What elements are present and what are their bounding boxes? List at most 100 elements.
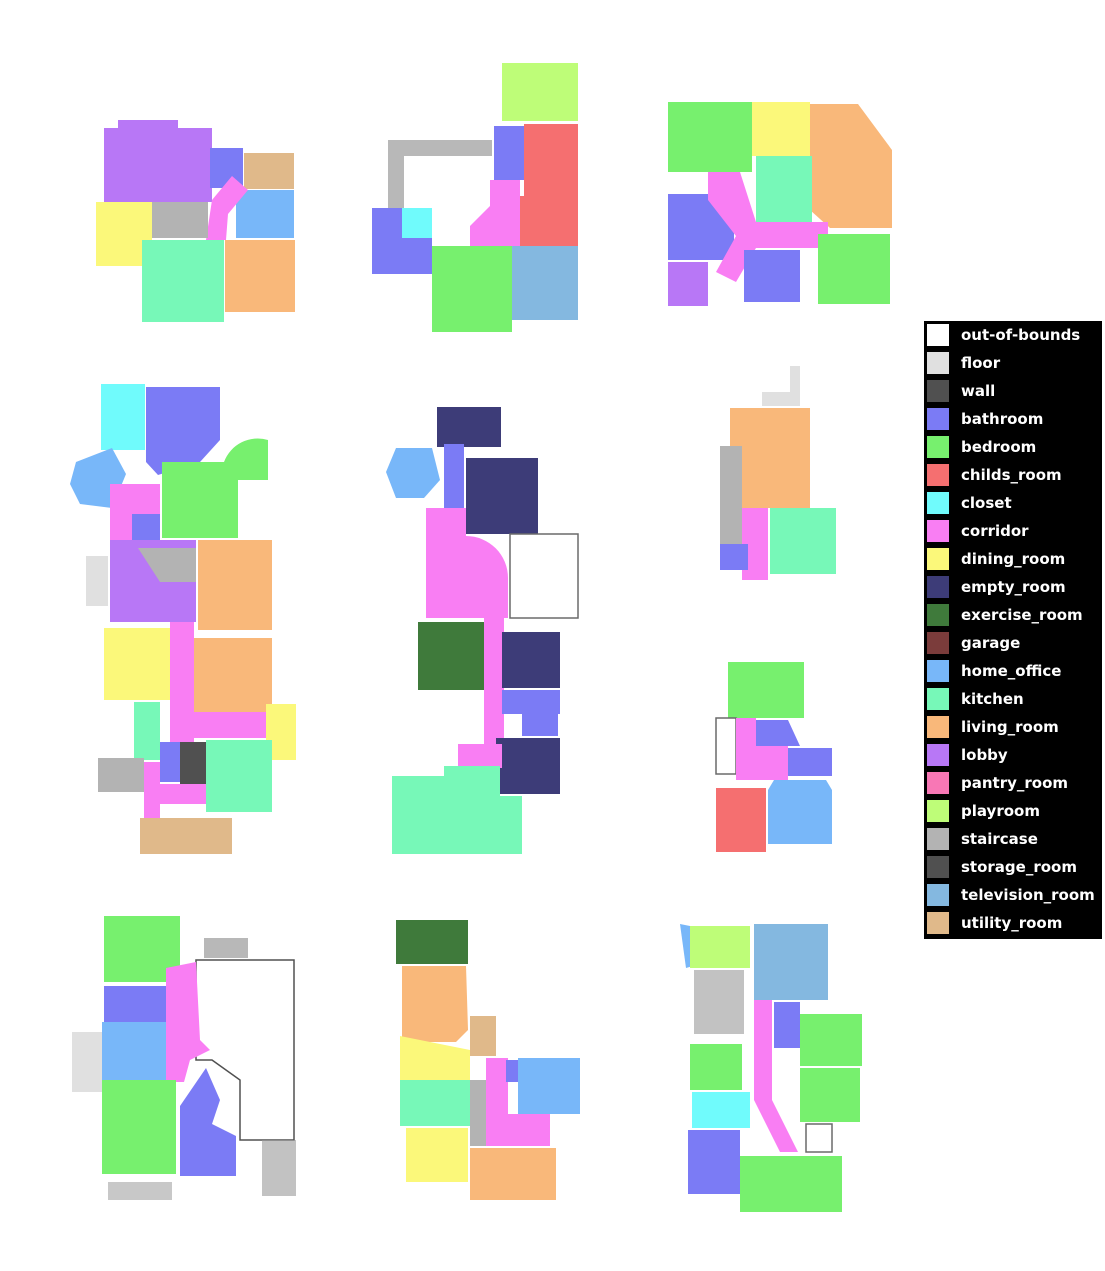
- legend: out-of-bounds floor wall bathroom bedroom chi…: [924, 321, 1102, 939]
- room-kitchen-small: [134, 702, 160, 760]
- room-home-office: [386, 448, 440, 498]
- room-bedroom: [432, 246, 512, 332]
- floor-plan-9: [396, 920, 580, 1200]
- room-dining: [104, 628, 170, 700]
- room-kitchen: [770, 508, 836, 574]
- legend-item: floor: [924, 349, 1102, 377]
- legend-label: television_room: [961, 886, 1095, 904]
- room-lobby: [104, 128, 212, 202]
- legend-swatch: [926, 575, 950, 599]
- legend-swatch: [926, 771, 950, 795]
- room-corridor: [166, 962, 210, 1082]
- floor-plan-8: [72, 916, 296, 1200]
- legend-swatch: [926, 631, 950, 655]
- room-television: [512, 246, 578, 320]
- legend-item: staircase: [924, 825, 1102, 853]
- room-exercise: [396, 920, 468, 964]
- room-living-2: [470, 1148, 556, 1200]
- floor-plan-10: [680, 924, 862, 1212]
- room-outline: [195, 959, 295, 1141]
- room-home-office: [518, 1058, 580, 1114]
- legend-label: floor: [961, 354, 1001, 372]
- legend-label: garage: [961, 634, 1021, 652]
- legend-item: utility_room: [924, 909, 1102, 937]
- legend-swatch: [926, 519, 950, 543]
- legend-item: dining_room: [924, 545, 1102, 573]
- room-childs-room: [716, 788, 766, 852]
- room-utility: [244, 153, 294, 189]
- room-staircase: [152, 202, 208, 238]
- room-closet-2: [402, 208, 432, 238]
- legend-label: bedroom: [961, 438, 1037, 456]
- room-bathroom-1: [444, 444, 464, 512]
- legend-item: garage: [924, 629, 1102, 657]
- legend-label: bathroom: [961, 410, 1044, 428]
- room-kitchen: [400, 1080, 470, 1126]
- room-corridor-2: [486, 1114, 550, 1146]
- room-childs-room-2: [520, 196, 578, 246]
- room-utility: [470, 1016, 496, 1056]
- room-living-1: [198, 540, 272, 630]
- legend-swatch: [926, 855, 950, 879]
- room-bedroom-2: [102, 1080, 176, 1174]
- room-empty-3: [502, 632, 560, 688]
- legend-swatch: [926, 435, 950, 459]
- room-bedroom-1: [668, 102, 752, 172]
- room-bathroom-2: [180, 1068, 236, 1176]
- room-wall-hatch: [694, 970, 744, 1034]
- room-bathroom-2: [688, 1130, 740, 1194]
- legend-item: pantry_room: [924, 769, 1102, 797]
- room-living-2: [194, 638, 272, 716]
- floor-plan-2: [372, 63, 578, 332]
- legend-item: lobby: [924, 741, 1102, 769]
- room-storage: [180, 742, 206, 784]
- room-living: [730, 408, 810, 508]
- legend-item: home_office: [924, 657, 1102, 685]
- room-corridor-bottom: [144, 784, 206, 804]
- legend-item: out-of-bounds: [924, 321, 1102, 349]
- legend-swatch: [926, 827, 950, 851]
- room-bedroom-4: [740, 1156, 842, 1212]
- room-corridor-lower: [458, 744, 502, 768]
- room-utility: [140, 818, 232, 854]
- floor-plan-6: [720, 366, 836, 580]
- room-television: [754, 924, 828, 1000]
- legend-label: childs_room: [961, 466, 1062, 484]
- legend-swatch: [926, 547, 950, 571]
- legend-swatch: [926, 603, 950, 627]
- room-playroom: [502, 63, 578, 121]
- room-wall-hatch-3: [108, 1182, 172, 1200]
- legend-label: lobby: [961, 746, 1008, 764]
- room-bedroom: [728, 662, 804, 718]
- legend-swatch: [926, 491, 950, 515]
- legend-label: closet: [961, 494, 1012, 512]
- legend-swatch: [926, 799, 950, 823]
- room-staircase: [138, 548, 196, 582]
- room-closet: [101, 384, 145, 450]
- legend-label: empty_room: [961, 578, 1066, 596]
- legend-label: exercise_room: [961, 606, 1083, 624]
- legend-item: playroom: [924, 797, 1102, 825]
- room-exercise: [418, 622, 484, 690]
- room-corridor: [708, 172, 828, 282]
- room-out-of-bounds: [715, 717, 737, 775]
- room-dining-2: [406, 1128, 468, 1182]
- room-bedroom-3: [690, 1044, 742, 1090]
- room-corridor-main: [484, 618, 504, 768]
- room-corridor-1: [736, 718, 756, 780]
- room-empty-2: [466, 458, 538, 534]
- legend-swatch: [926, 463, 950, 487]
- legend-item: wall: [924, 377, 1102, 405]
- room-floor: [762, 366, 800, 406]
- floor-plan-5: [386, 407, 579, 854]
- legend-item: childs_room: [924, 461, 1102, 489]
- room-floor: [86, 556, 108, 606]
- room-corridor-1: [486, 1058, 508, 1118]
- room-bathroom: [146, 387, 220, 475]
- legend-item: bathroom: [924, 405, 1102, 433]
- legend-item: empty_room: [924, 573, 1102, 601]
- room-living: [225, 240, 295, 312]
- room-corridor: [754, 1000, 798, 1152]
- room-staircase: [720, 446, 742, 544]
